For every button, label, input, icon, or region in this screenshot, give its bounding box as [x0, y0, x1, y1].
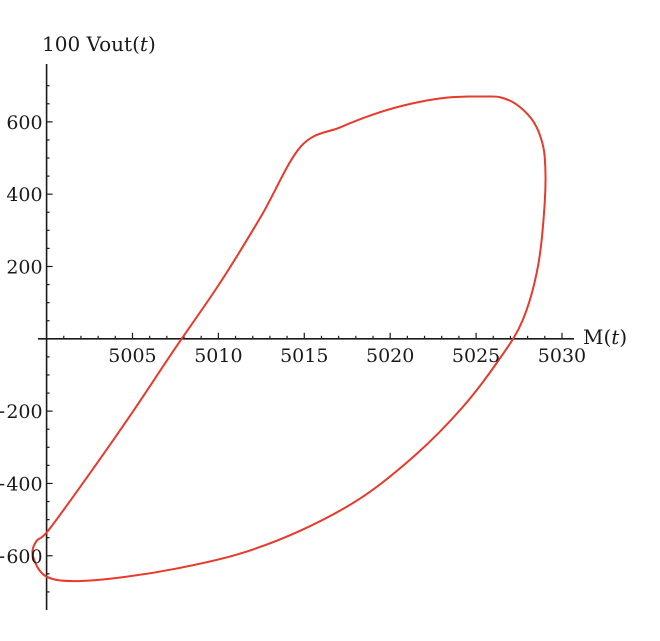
y-tick-label: 400: [6, 184, 42, 206]
x-tick-label: 5030: [538, 345, 586, 367]
series-group: [31, 95, 547, 583]
y-tick-label: −600: [0, 546, 43, 568]
y-tick-label: 600: [6, 112, 42, 134]
y-tick-label: 200: [6, 256, 42, 278]
x-axis-title: M(t): [583, 325, 627, 349]
x-tick-label: 5005: [108, 345, 156, 367]
y-tick-label: −400: [0, 473, 43, 495]
x-tick-label: 5025: [452, 345, 500, 367]
y-axis-title: 100 Vout(t): [42, 32, 156, 56]
y-tick-label: −200: [0, 401, 43, 423]
tick-labels: 5005 5010 5015 5020 5025 5030 −600 −400 −200 200 4…: [0, 112, 586, 568]
major-ticks: [46, 121, 563, 557]
x-tick-label: 5015: [280, 345, 328, 367]
x-tick-label: 5010: [194, 345, 242, 367]
series-line: [31, 95, 547, 583]
x-tick-label: 5020: [366, 345, 414, 367]
